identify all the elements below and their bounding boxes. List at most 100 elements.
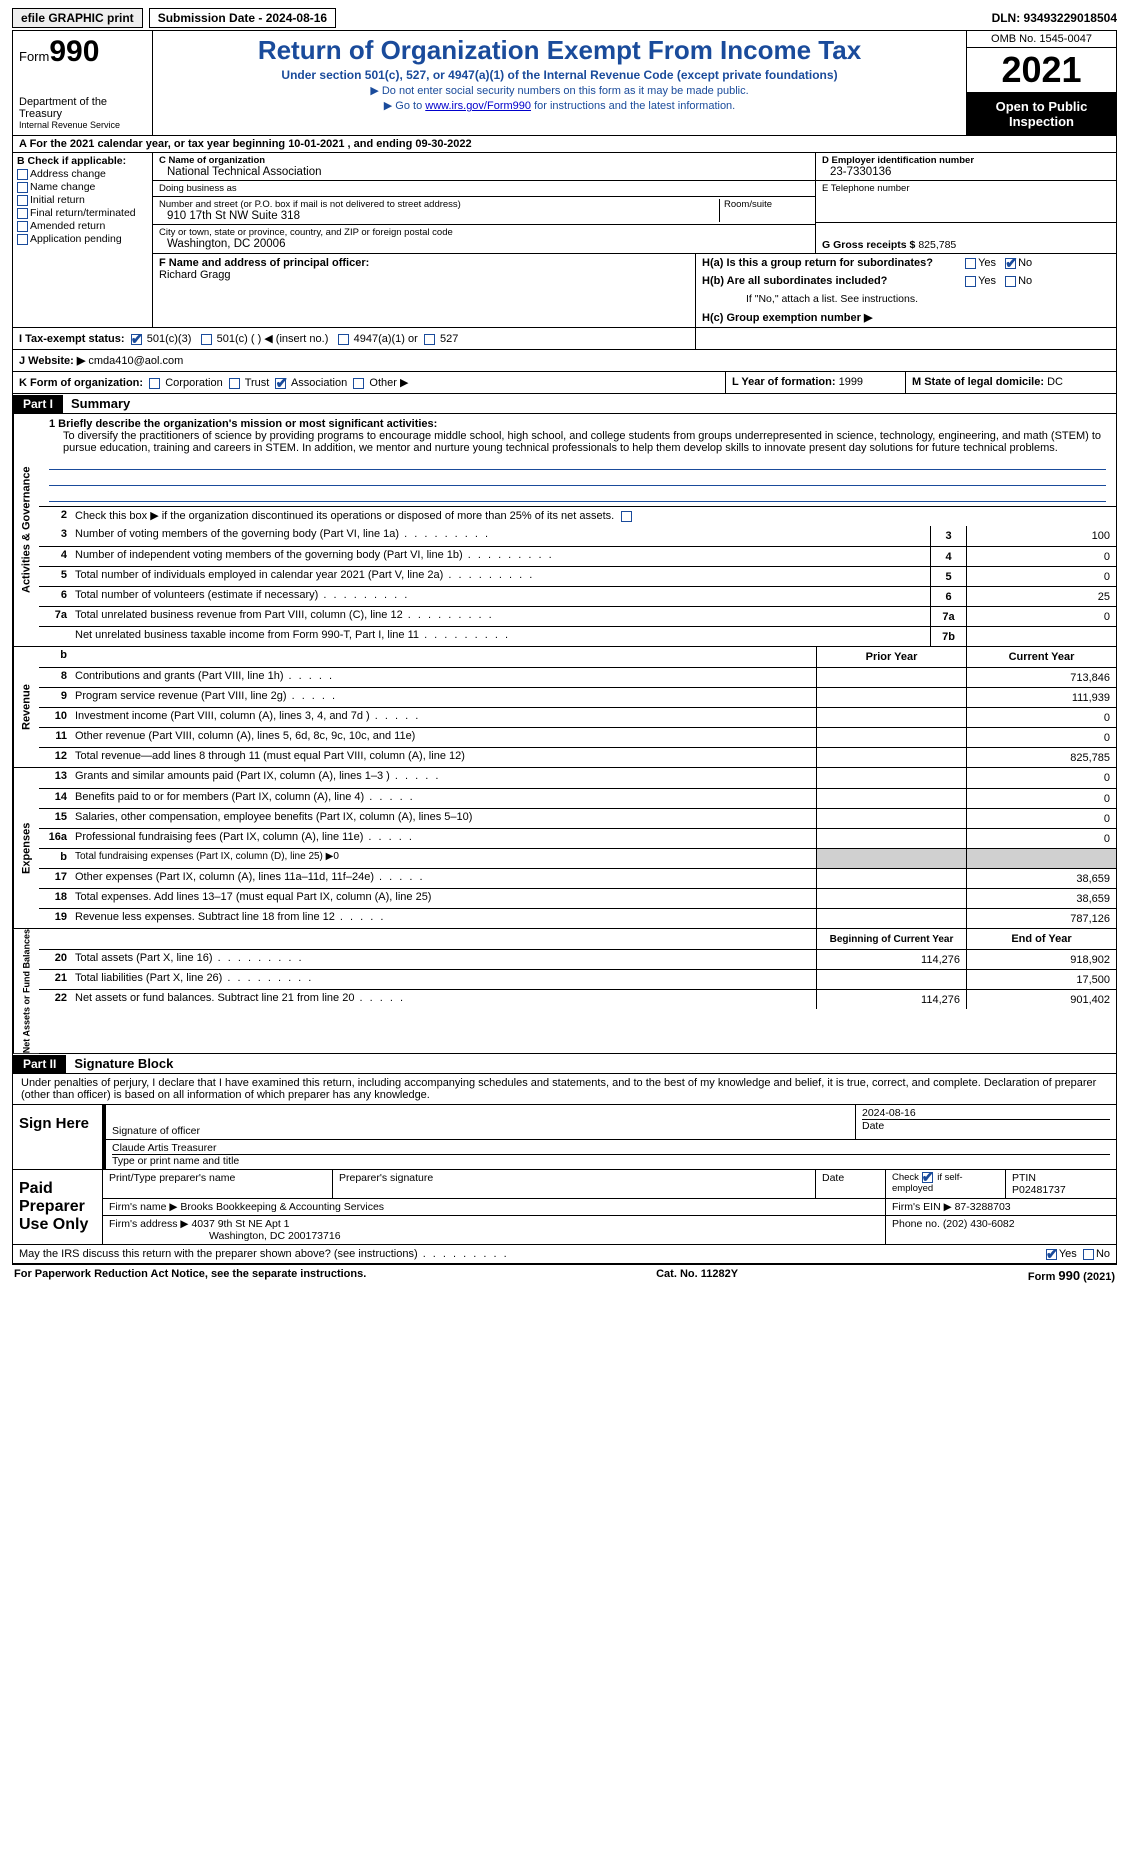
hdr-end: End of Year [966,929,1116,949]
chk-name-change[interactable]: Name change [17,181,148,193]
prep-date-field[interactable]: Date [816,1170,886,1198]
sig-date-label: Date [862,1120,1110,1132]
hb-no[interactable] [1005,276,1016,287]
hdr-prior-year: Prior Year [816,647,966,667]
hdr-beginning: Beginning of Current Year [816,929,966,949]
vlabel-governance: Activities & Governance [13,414,39,646]
line-16b: Total fundraising expenses (Part IX, col… [71,849,816,868]
row-klm: K Form of organization: Corporation Trus… [12,372,1117,394]
chk-trust[interactable] [229,378,240,389]
hb-yes[interactable] [965,276,976,287]
paperwork-notice: For Paperwork Reduction Act Notice, see … [14,1268,366,1283]
submission-date: Submission Date - 2024-08-16 [149,8,336,28]
val-6: 25 [966,587,1116,606]
val-12: 825,785 [966,748,1116,767]
cell-org-name: C Name of organization National Technica… [153,153,815,181]
val-17: 38,659 [966,869,1116,888]
val-8: 713,846 [966,668,1116,687]
val-11: 0 [966,728,1116,747]
cell-gross-receipts: G Gross receipts $ 825,785 [816,223,1116,253]
form-number: Form990 [19,35,146,69]
chk-app-pending[interactable]: Application pending [17,233,148,245]
chk-line2[interactable] [621,511,632,522]
val-14: 0 [966,789,1116,808]
open-inspection: Open to Public Inspection [967,93,1116,135]
beg-20: 114,276 [816,950,966,969]
val-3: 100 [966,526,1116,546]
line-19: Revenue less expenses. Subtract line 18 … [71,909,816,928]
line-18: Total expenses. Add lines 13–17 (must eq… [71,889,816,908]
col-b-label: B Check if applicable: [17,155,148,167]
section-revenue: Revenue bPrior YearCurrent Year 8Contrib… [12,647,1117,768]
h-c-exemption: H(c) Group exemption number ▶ [696,308,1116,327]
cat-no: Cat. No. 11282Y [656,1268,738,1283]
chk-final-return[interactable]: Final return/terminated [17,207,148,219]
chk-initial-return[interactable]: Initial return [17,194,148,206]
firm-ein-val: 87-3288703 [955,1201,1011,1213]
chk-other[interactable] [353,378,364,389]
beg-21 [816,970,966,989]
self-employed-chk[interactable]: Check if self-employed [886,1170,1006,1198]
prep-name-field[interactable]: Print/Type preparer's name [103,1170,333,1198]
end-21: 17,500 [966,970,1116,989]
firm-name-label: Firm's name ▶ [109,1201,177,1213]
dln-number: DLN: 93493229018504 [992,11,1117,25]
chk-amended[interactable]: Amended return [17,220,148,232]
line-15: Salaries, other compensation, employee b… [71,809,816,828]
chk-501c[interactable] [201,334,212,345]
efile-print-button[interactable]: efile GRAPHIC print [12,8,143,28]
top-bar: efile GRAPHIC print Submission Date - 20… [12,8,1117,28]
line-21: Total liabilities (Part X, line 26) [71,970,816,989]
h-b-subordinates: H(b) Are all subordinates included? Yes … [696,272,1116,290]
perjury-statement: Under penalties of perjury, I declare th… [12,1074,1117,1105]
paid-preparer-block: Paid Preparer Use Only Print/Type prepar… [12,1170,1117,1245]
vlabel-revenue: Revenue [13,647,39,767]
cell-ein: D Employer identification number 23-7330… [816,153,1116,181]
beg-22: 114,276 [816,990,966,1009]
ptin-label: PTIN [1012,1172,1110,1184]
line-5: Total number of individuals employed in … [71,567,930,586]
ha-no[interactable] [1005,258,1016,269]
chk-corp[interactable] [149,378,160,389]
cell-phone: E Telephone number [816,181,1116,223]
sig-officer-field[interactable]: Signature of officer [103,1105,856,1139]
line-9: Program service revenue (Part VIII, line… [71,688,816,707]
org-info-grid: B Check if applicable: Address change Na… [12,153,1117,328]
chk-501c3[interactable] [131,334,142,345]
section-expenses: Expenses 13Grants and similar amounts pa… [12,768,1117,929]
officer-name-title: Claude Artis Treasurer [112,1142,1110,1155]
line-4: Number of independent voting members of … [71,547,930,566]
line-16a: Professional fundraising fees (Part IX, … [71,829,816,848]
hb-note: If "No," attach a list. See instructions… [696,290,1116,308]
chk-4947[interactable] [338,334,349,345]
chk-assoc[interactable] [275,378,286,389]
line-7a: Total unrelated business revenue from Pa… [71,607,930,626]
phone-val: (202) 430-6082 [943,1218,1015,1230]
discuss-no[interactable] [1083,1249,1094,1260]
col-b-checkboxes: B Check if applicable: Address change Na… [13,153,153,327]
vlabel-expenses: Expenses [13,768,39,928]
name-label: Type or print name and title [112,1155,1110,1167]
irs-link[interactable]: www.irs.gov/Form990 [425,100,531,112]
val-7b [966,627,1116,646]
form-note-1: ▶ Do not enter social security numbers o… [161,84,958,97]
line-14: Benefits paid to or for members (Part IX… [71,789,816,808]
firm-name-val: Brooks Bookkeeping & Accounting Services [180,1201,384,1213]
part-1-header: Part I Summary [12,394,1117,414]
chk-527[interactable] [424,334,435,345]
prep-sig-field[interactable]: Preparer's signature [333,1170,816,1198]
line-8: Contributions and grants (Part VIII, lin… [71,668,816,687]
row-j-website: J Website: ▶ cmda410@aol.com [13,350,1116,371]
discuss-row: May the IRS discuss this return with the… [12,1245,1117,1264]
discuss-yes[interactable] [1046,1249,1057,1260]
val-10: 0 [966,708,1116,727]
form-header: Form990 Department of the Treasury Inter… [12,30,1117,136]
hdr-current-year: Current Year [966,647,1116,667]
form-subtitle: Under section 501(c), 527, or 4947(a)(1)… [161,68,958,82]
firm-addr2: Washington, DC 200173716 [109,1230,879,1242]
ha-yes[interactable] [965,258,976,269]
chk-address-change[interactable]: Address change [17,168,148,180]
sign-here-label: Sign Here [13,1105,103,1169]
line-22: Net assets or fund balances. Subtract li… [71,990,816,1009]
section-net-assets: Net Assets or Fund Balances Beginning of… [12,929,1117,1054]
